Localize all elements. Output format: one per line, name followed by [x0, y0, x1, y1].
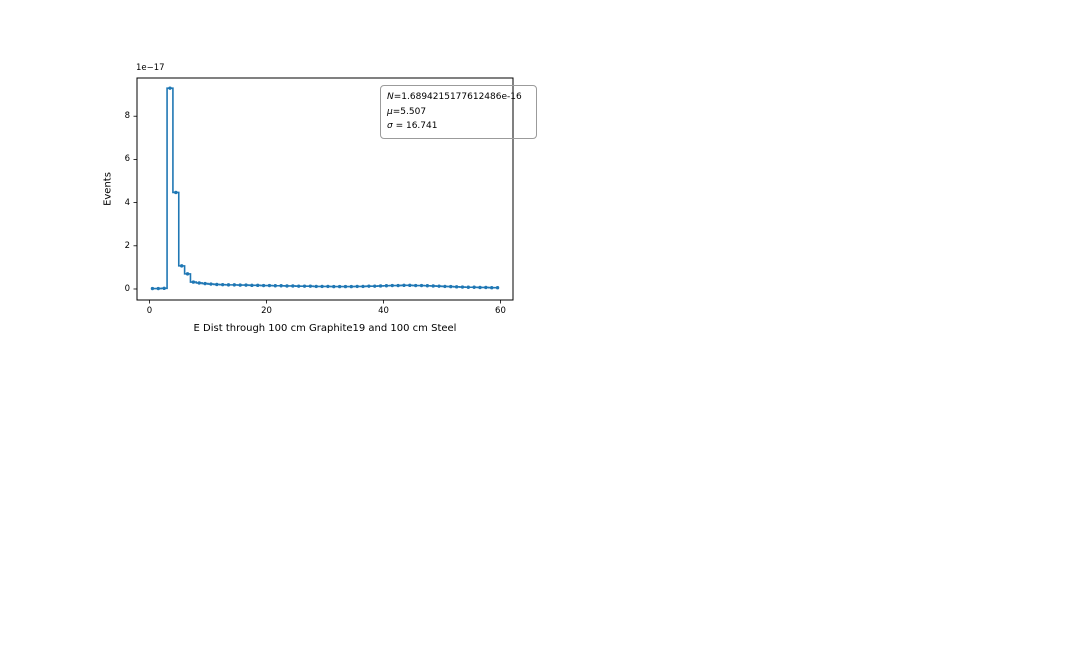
data-point-marker: [326, 284, 330, 289]
data-point-marker: [267, 283, 272, 288]
y-tick-label: 8: [124, 111, 130, 122]
data-point-marker: [361, 284, 365, 289]
stats-line-sigma: σ = 16.741: [387, 121, 438, 132]
data-point-marker: [378, 284, 383, 288]
data-point-marker: [437, 284, 441, 288]
data-point-marker: [238, 283, 242, 287]
data-point-marker: [431, 284, 435, 288]
data-point-marker: [226, 283, 231, 287]
data-point-marker: [215, 282, 219, 287]
data-point-marker: [302, 284, 307, 288]
data-point-marker: [168, 86, 172, 90]
data-point-marker: [174, 190, 178, 195]
data-point-marker: [209, 282, 213, 286]
data-point-marker: [454, 285, 459, 289]
y-axis-label: Events: [102, 172, 114, 206]
y-tick-label: 2: [124, 240, 130, 251]
data-point-marker: [156, 286, 160, 291]
axes-frame: [136, 77, 514, 301]
data-point-marker: [349, 284, 354, 289]
data-point-marker: [197, 281, 201, 285]
x-tick-label: 60: [495, 306, 506, 316]
data-point-marker: [337, 284, 342, 289]
data-point-marker: [413, 283, 418, 288]
data-point-marker: [419, 283, 424, 288]
data-point-marker: [484, 285, 488, 290]
stats-line-mu: μ=5.507: [387, 106, 427, 117]
data-point-marker: [285, 284, 289, 288]
y-tick-label: 0: [124, 283, 130, 294]
data-point-marker: [220, 282, 225, 287]
data-point-marker: [279, 284, 283, 288]
x-tick-label: 20: [261, 306, 272, 316]
data-point-marker: [256, 283, 260, 288]
data-point-marker: [296, 284, 301, 288]
data-point-marker: [273, 284, 277, 288]
data-point-marker: [443, 284, 447, 289]
stats-annotation-box: N=1.6894215177612486e-16 μ=5.507 σ = 16.…: [380, 85, 537, 139]
data-point-marker: [449, 284, 453, 289]
data-point-marker: [425, 284, 430, 288]
x-tick-label: 0: [146, 306, 153, 316]
data-point-marker: [390, 283, 394, 288]
data-point-marker: [343, 284, 348, 289]
data-point-marker: [408, 283, 412, 288]
data-point-marker: [472, 285, 476, 289]
data-point-marker: [179, 264, 184, 268]
y-tick-label: 4: [124, 197, 130, 208]
data-point-marker: [250, 283, 254, 288]
data-point-marker: [396, 283, 400, 288]
data-point-marker: [355, 284, 359, 289]
data-point-marker: [232, 283, 237, 287]
data-point-marker: [490, 285, 494, 290]
stats-line-n: N=1.6894215177612486e-16: [387, 92, 522, 102]
y-axis-offset-text: 1e−17: [136, 63, 165, 73]
data-point-marker: [150, 286, 155, 291]
data-point-marker: [495, 285, 500, 290]
x-tick-label: 40: [378, 306, 389, 316]
data-point-marker: [244, 283, 248, 287]
data-point-marker: [203, 281, 207, 286]
data-point-marker: [185, 272, 190, 276]
data-point-marker: [466, 285, 471, 289]
y-tick-label: 6: [124, 154, 130, 165]
data-point-marker: [320, 284, 324, 289]
data-point-marker: [291, 284, 295, 288]
data-point-marker: [402, 283, 406, 288]
data-point-marker: [162, 286, 166, 291]
data-point-marker: [460, 285, 465, 289]
data-point-marker: [384, 284, 389, 288]
data-point-marker: [314, 284, 318, 289]
data-point-marker: [332, 284, 336, 289]
x-axis-label: E Dist through 100 cm Graphite19 and 100…: [193, 323, 457, 334]
data-point-marker: [308, 284, 313, 288]
data-point-marker: [261, 283, 266, 288]
data-point-marker: [478, 285, 482, 290]
data-point-marker: [367, 284, 371, 288]
data-point-marker: [373, 284, 377, 288]
data-point-marker: [191, 280, 196, 284]
